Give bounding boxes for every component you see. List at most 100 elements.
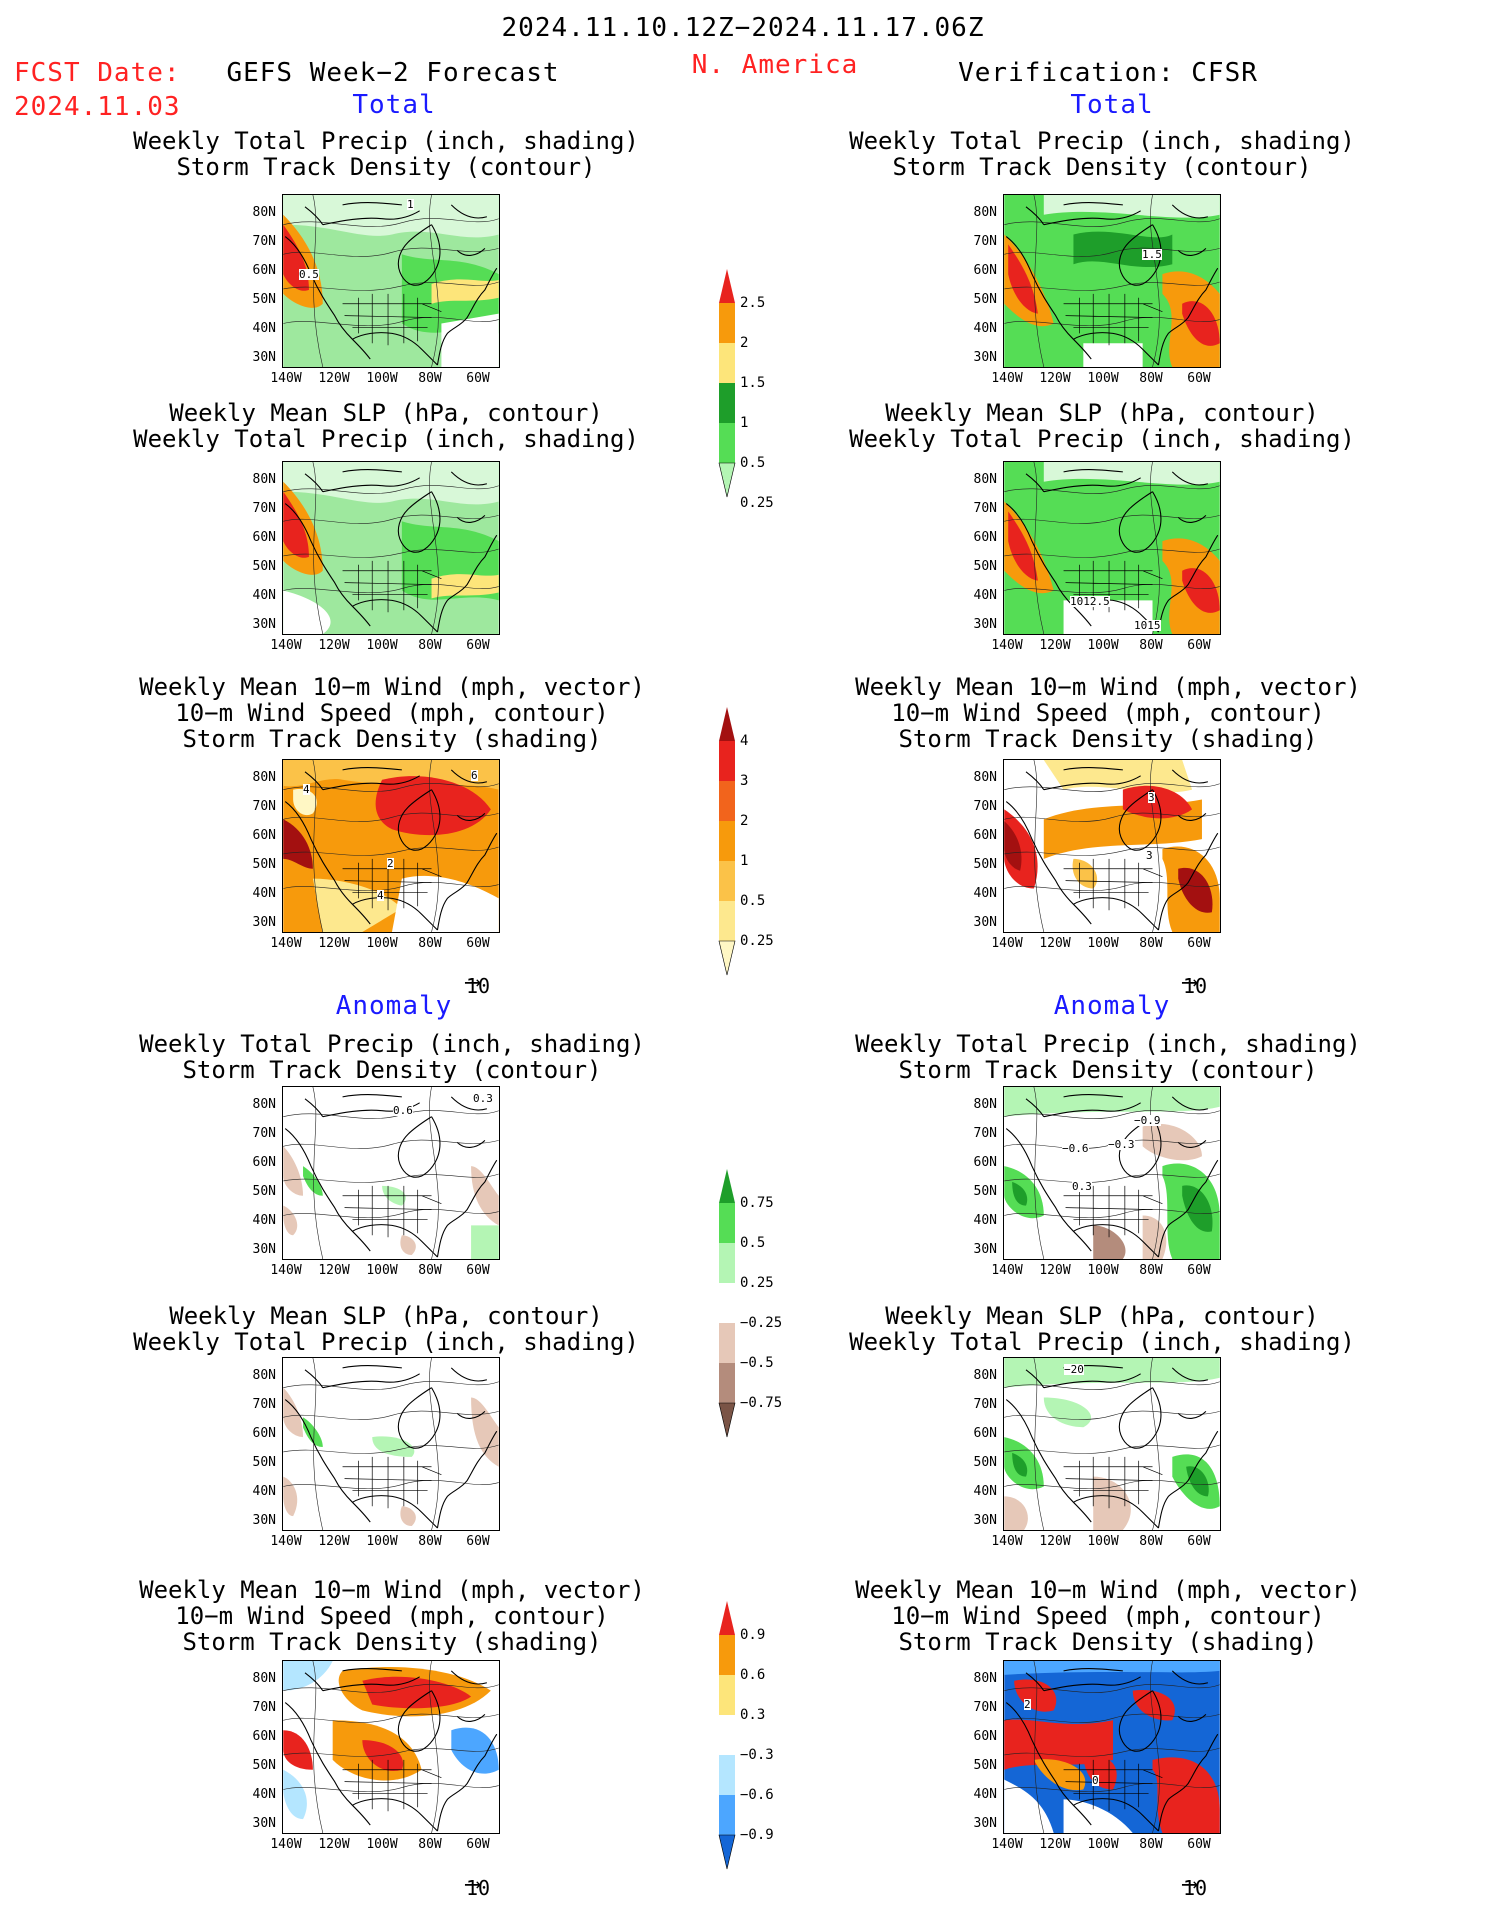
- lon-tick-label: 140W: [991, 1837, 1023, 1852]
- lat-tick-label: 70N: [252, 1397, 276, 1412]
- lat-tick-label: 60N: [973, 530, 997, 545]
- panel-title-l6: Weekly Mean 10−m Wind (mph, vector) 10−m …: [139, 1576, 645, 1656]
- lon-tick-label: 140W: [270, 1534, 302, 1549]
- lat-tick-label: 80N: [252, 1368, 276, 1383]
- lon-tick-label: 100W: [1087, 1534, 1119, 1549]
- colorbar-segment: [718, 1834, 736, 1870]
- lon-tick-label: 100W: [366, 936, 398, 951]
- lon-tick-label: 140W: [270, 371, 302, 386]
- lat-tick-label: 50N: [252, 1455, 276, 1470]
- lat-tick-label: 70N: [252, 1126, 276, 1141]
- contour-label: 4: [303, 783, 310, 796]
- lat-tick-label: 80N: [252, 472, 276, 487]
- colorbar-svg: [718, 1169, 736, 1438]
- panel-title-r2: Weekly Mean SLP (hPa, contour) Weekly Tot…: [849, 399, 1355, 453]
- lon-tick-label: 120W: [318, 371, 350, 386]
- vector-ref-l3: ⟶ 10: [466, 970, 491, 998]
- valid-period: 2024.11.10.12Z−2024.11.17.06Z: [501, 13, 985, 43]
- lat-tick-label: 50N: [973, 292, 997, 307]
- contour-label: 2: [387, 857, 394, 870]
- map-left-anom-wind: [282, 1660, 500, 1834]
- colorbar-tick-label: 1.5: [740, 375, 766, 391]
- colorbar-segment: [719, 1755, 735, 1795]
- lon-tick-label: 100W: [1087, 1263, 1119, 1278]
- fcst-date-label: FCST Date:: [14, 58, 181, 88]
- colorbar-tick-label: 0.9: [740, 1627, 766, 1643]
- colorbar-svg: [718, 1601, 736, 1870]
- lat-tick-label: 60N: [973, 1155, 997, 1170]
- right-anomaly-label: Anomaly: [1053, 991, 1171, 1021]
- lat-tick-label: 30N: [252, 1816, 276, 1831]
- colorbar-segment: [719, 303, 735, 343]
- lat-tick-label: 50N: [973, 1758, 997, 1773]
- lon-tick-label: 120W: [318, 638, 350, 653]
- lon-tick-label: 120W: [1039, 1837, 1071, 1852]
- panel-title-r6: Weekly Mean 10−m Wind (mph, vector) 10−m …: [855, 1576, 1361, 1656]
- lon-tick-label: 60W: [466, 1263, 490, 1278]
- lat-tick-label: 50N: [252, 559, 276, 574]
- lat-tick-label: 30N: [252, 617, 276, 632]
- colorbar-segment: [719, 1323, 735, 1363]
- colorbar-tick-label: 0.25: [740, 933, 774, 949]
- lon-tick-label: 80W: [418, 1534, 442, 1549]
- lon-tick-label: 80W: [1139, 1263, 1163, 1278]
- colorbar-segment: [719, 1243, 735, 1283]
- lon-tick-label: 120W: [318, 1534, 350, 1549]
- lon-tick-label: 100W: [366, 638, 398, 653]
- lon-tick-label: 80W: [1139, 1837, 1163, 1852]
- contour-label: 3: [1148, 791, 1155, 804]
- lat-tick-label: 80N: [973, 1671, 997, 1686]
- colorbar-segment: [719, 707, 735, 741]
- colorbar-tick-label: 1: [740, 853, 749, 869]
- colorbar-tick-label: 2: [740, 335, 749, 351]
- left-total-label: Total: [352, 90, 436, 120]
- lon-tick-label: 100W: [1087, 638, 1119, 653]
- lat-tick-label: 80N: [973, 205, 997, 220]
- lon-tick-label: 120W: [318, 1263, 350, 1278]
- lon-tick-label: 80W: [1139, 936, 1163, 951]
- lat-tick-label: 70N: [252, 1700, 276, 1715]
- lon-tick-label: 60W: [1187, 1534, 1211, 1549]
- map-left-total-wind: 4 2 4 6: [282, 759, 500, 933]
- colorbar-segment: [718, 462, 736, 498]
- lat-tick-label: 80N: [973, 770, 997, 785]
- lat-tick-label: 50N: [252, 292, 276, 307]
- map-left-anom-slp: [282, 1357, 500, 1531]
- contour-label: 0.6: [393, 1104, 413, 1117]
- colorbar-segment: [719, 1601, 735, 1635]
- colorbar-segment: [718, 1402, 736, 1438]
- map-right-anom-wind: 2 0: [1003, 1660, 1221, 1834]
- lon-tick-label: 140W: [270, 638, 302, 653]
- lon-tick-label: 80W: [418, 1263, 442, 1278]
- lat-tick-label: 60N: [973, 263, 997, 278]
- map-right-total-precip: 1.5: [1003, 194, 1221, 368]
- lon-tick-label: 120W: [1039, 371, 1071, 386]
- lon-tick-label: 100W: [366, 371, 398, 386]
- colorbar-tick-label: 0.75: [740, 1195, 774, 1211]
- colorbar-segment: [719, 1715, 735, 1755]
- lon-tick-label: 60W: [466, 371, 490, 386]
- lat-tick-label: 50N: [973, 559, 997, 574]
- region-title: N. America: [691, 50, 859, 80]
- panel-title-l2: Weekly Mean SLP (hPa, contour) Weekly Tot…: [133, 399, 639, 453]
- lon-tick-label: 120W: [1039, 1263, 1071, 1278]
- lon-tick-label: 140W: [270, 1837, 302, 1852]
- lat-tick-label: 50N: [252, 857, 276, 872]
- contour-label: 6: [471, 769, 478, 782]
- colorbar-tick-label: 3: [740, 773, 749, 789]
- lon-tick-label: 140W: [270, 1263, 302, 1278]
- lat-tick-label: 60N: [252, 530, 276, 545]
- lat-tick-label: 40N: [252, 1787, 276, 1802]
- lon-tick-label: 80W: [1139, 1534, 1163, 1549]
- panel-title-r4: Weekly Total Precip (inch, shading) Storm…: [855, 1030, 1361, 1084]
- lat-tick-label: 30N: [973, 915, 997, 930]
- colorbar-segment: [719, 781, 735, 821]
- colorbar-svg: [718, 707, 736, 976]
- lon-tick-label: 120W: [318, 936, 350, 951]
- contour-label: 0.3: [1072, 1180, 1092, 1193]
- lat-tick-label: 40N: [973, 1213, 997, 1228]
- contour-label: 4: [377, 889, 384, 902]
- colorbar-tick-label: −0.9: [740, 1827, 774, 1843]
- colorbar-tick-label: −0.3: [740, 1747, 774, 1763]
- lat-tick-label: 70N: [973, 501, 997, 516]
